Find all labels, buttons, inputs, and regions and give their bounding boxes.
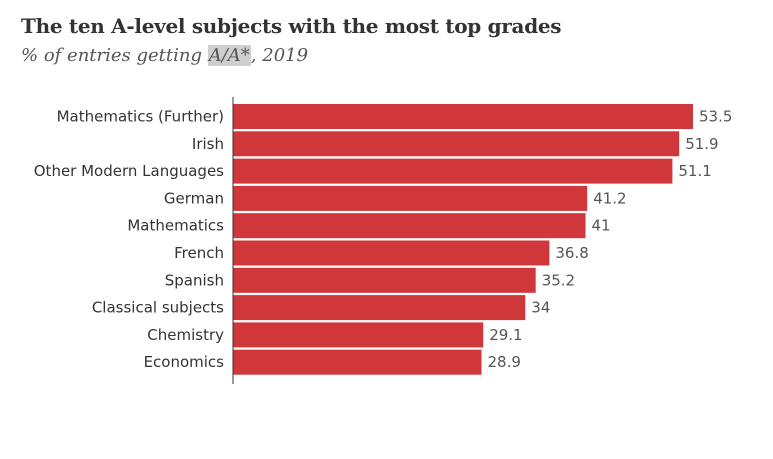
value-label: 51.1 [678,162,711,180]
value-label: 34 [531,299,550,317]
category-label: German [164,189,224,207]
subtitle-suffix: , 2019 [250,45,309,66]
value-label: 41 [592,217,611,235]
value-label: 41.2 [593,189,626,207]
subtitle-prefix: % of entries getting [21,45,208,66]
chart-subtitle: % of entries getting A/A*, 2019 [21,45,308,66]
bar [233,213,586,239]
value-label: 51.9 [685,135,718,153]
bar [233,185,588,211]
bar [233,322,484,348]
bar [233,240,550,266]
value-label: 35.2 [542,271,575,289]
category-label: Irish [192,135,224,153]
value-label: 36.8 [555,244,588,262]
value-label: 53.5 [699,108,732,126]
bar [233,349,482,375]
bar [233,158,673,184]
value-label: 28.9 [488,353,521,371]
chart-title: The ten A-level subjects with the most t… [21,14,562,38]
bar [233,267,536,293]
bar [233,295,526,321]
bar [233,131,680,157]
category-label: French [174,244,224,262]
value-label: 29.1 [489,326,522,344]
category-label: Other Modern Languages [34,162,224,180]
bar [233,104,693,129]
subtitle-highlight: A/A* [207,45,251,66]
category-label: Chemistry [147,326,224,344]
category-label: Spanish [165,271,224,289]
category-label: Economics [144,353,225,371]
category-label: Classical subjects [92,299,224,317]
category-label: Mathematics [127,217,224,235]
category-label: Mathematics (Further) [57,108,224,126]
